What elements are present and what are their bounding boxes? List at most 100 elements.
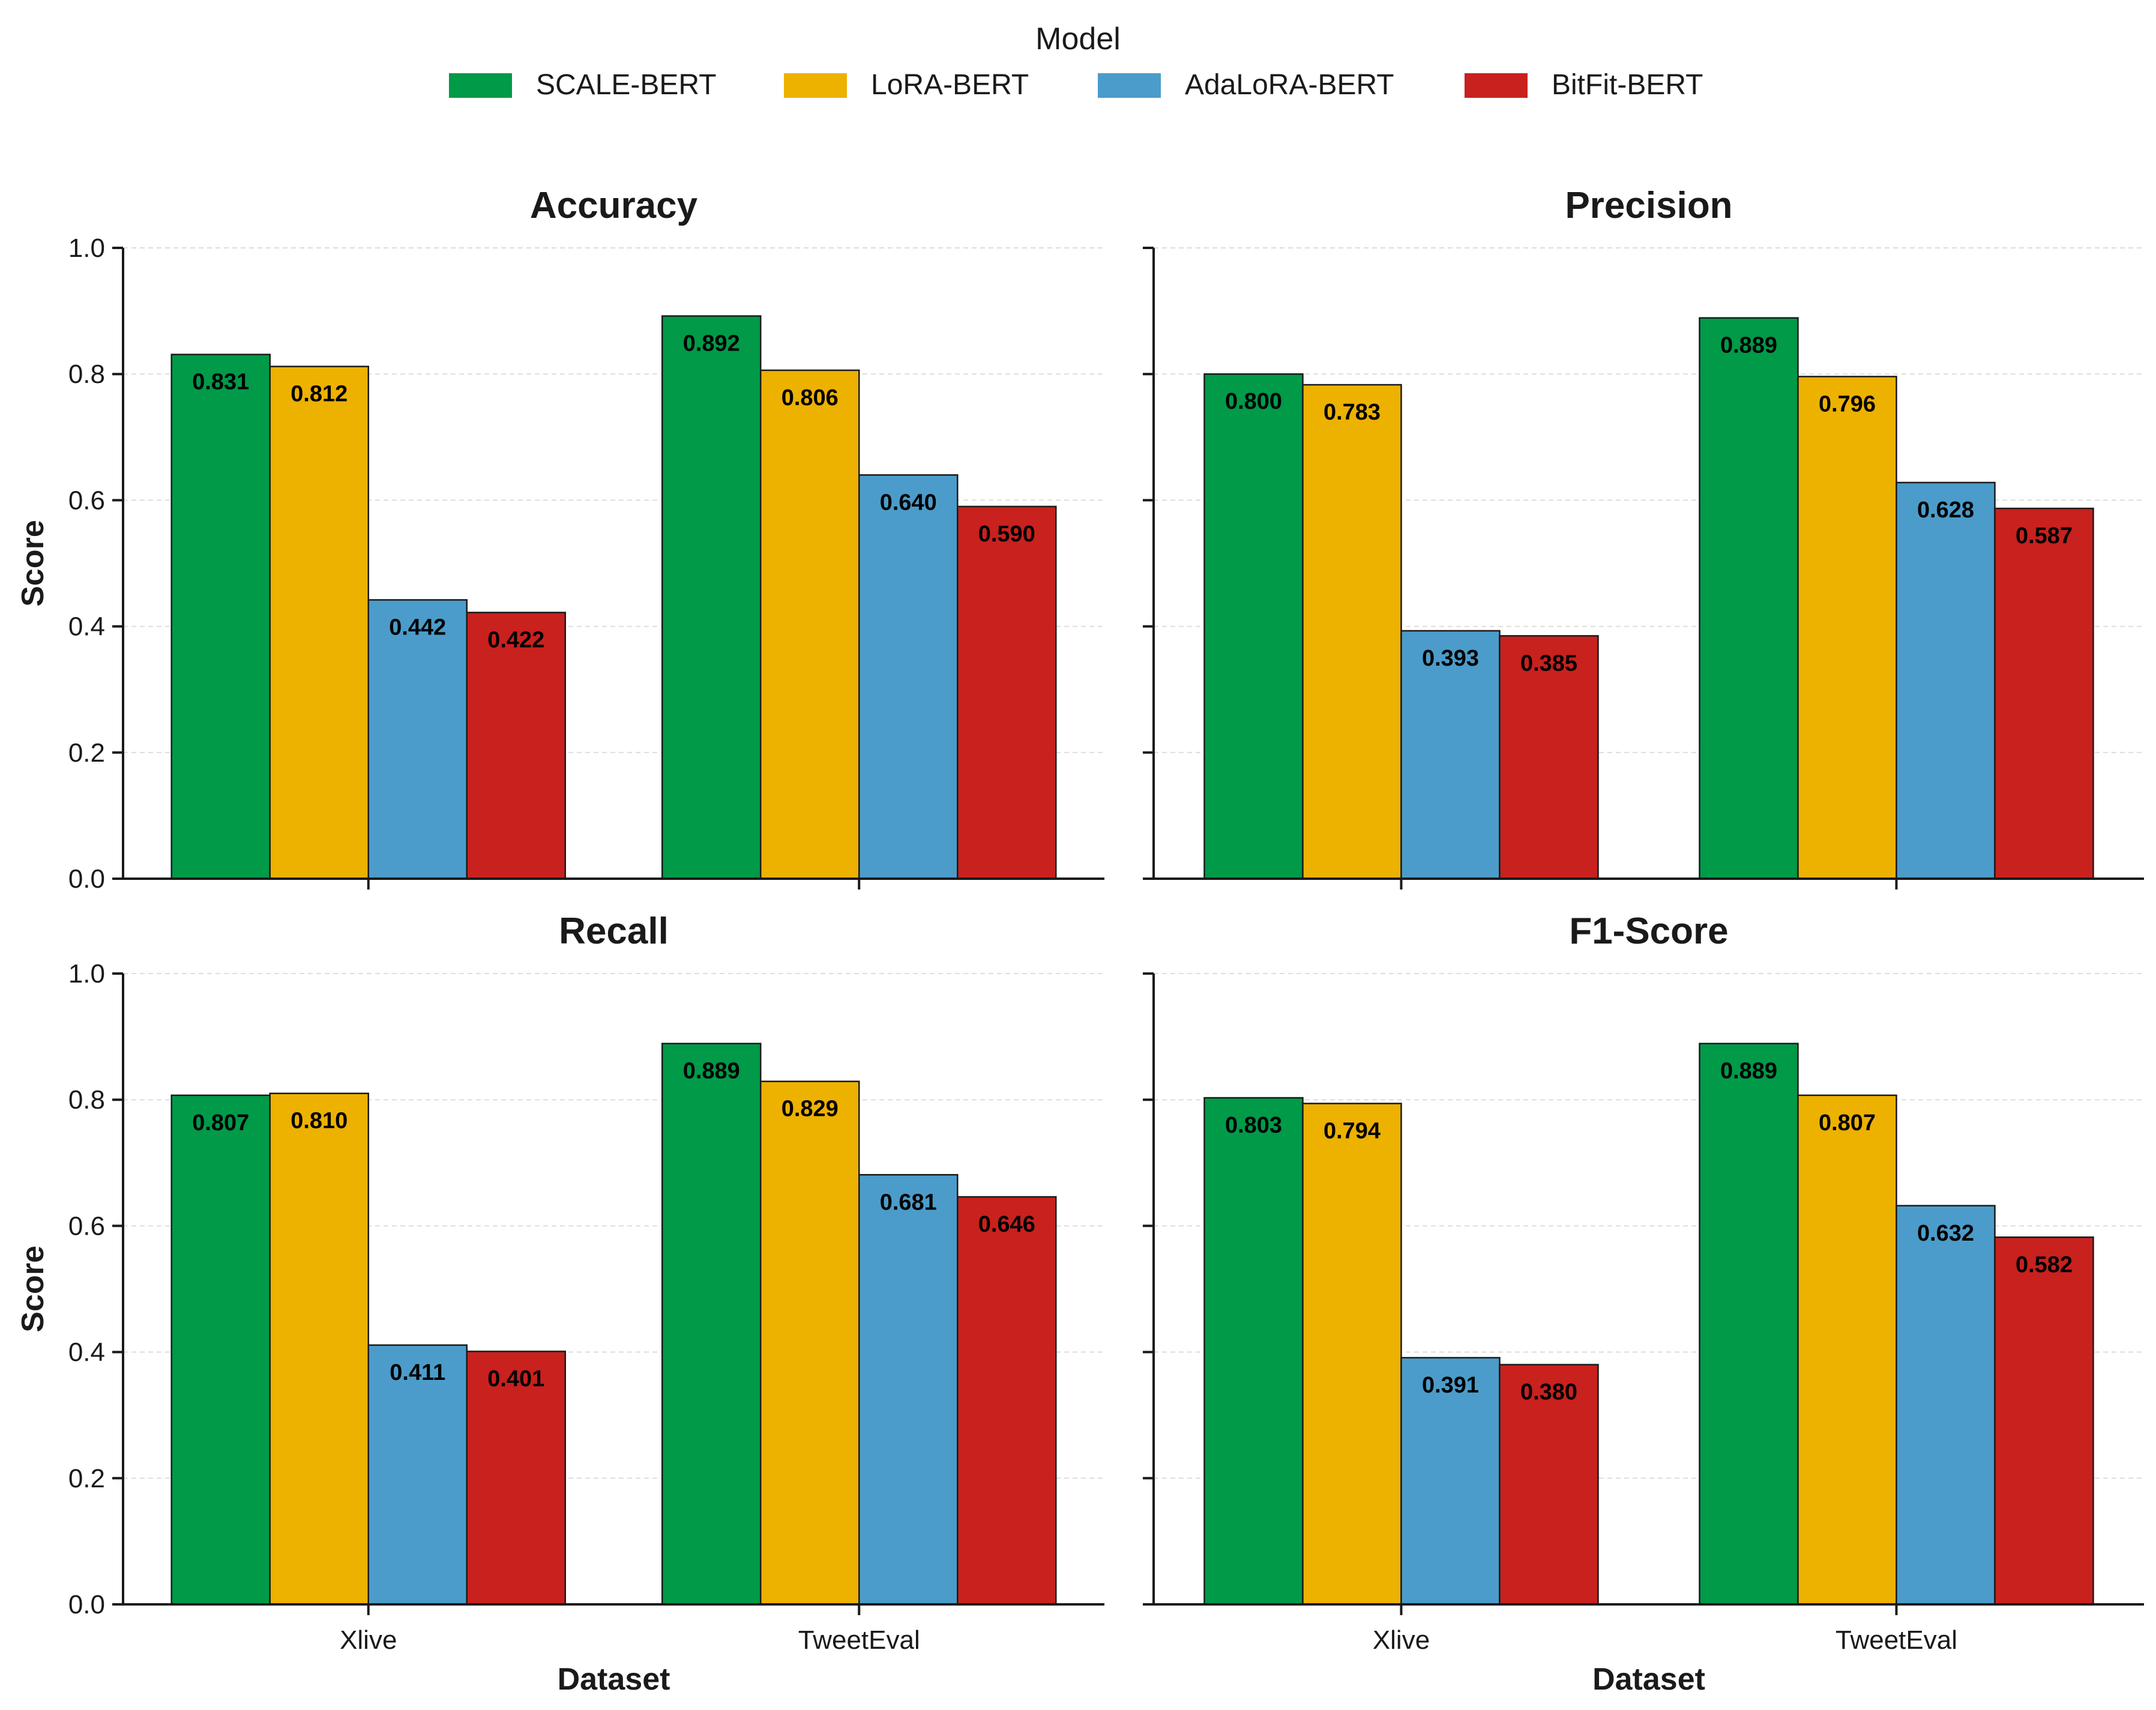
y-tick-label: 0.4 — [68, 1338, 105, 1367]
bar-scale-bert-xlive — [170, 1094, 271, 1606]
x-axis-title: Dataset — [558, 1662, 670, 1697]
bar-lora-bert-tweeteval — [1797, 1094, 1897, 1606]
bar-value-label: 0.393 — [1422, 646, 1479, 671]
bar-value-label: 0.812 — [291, 382, 348, 407]
legend-swatch — [1465, 73, 1528, 98]
y-tick-label: 0.6 — [68, 1211, 105, 1241]
bar-value-label: 0.646 — [978, 1212, 1035, 1237]
bar-value-label: 0.640 — [880, 490, 937, 515]
bar-bitfit-bert-tweeteval — [957, 1196, 1057, 1606]
legend-label: AdaLoRA-BERT — [1185, 69, 1394, 101]
y-tick-label: 1.0 — [68, 959, 105, 989]
legend: Model SCALE-BERT LoRA-BERT AdaLoRA-BERT Bit… — [449, 22, 1703, 101]
legend-swatch — [784, 73, 847, 98]
bar-value-label: 0.582 — [2016, 1252, 2073, 1277]
legend-title: Model — [1035, 22, 1121, 56]
y-tick-label: 1.0 — [68, 233, 105, 263]
legend-label: LoRA-BERT — [871, 69, 1029, 101]
bar-value-label: 0.807 — [1819, 1110, 1876, 1136]
bar-bitfit-bert-xlive — [466, 612, 566, 880]
panel-accuracy: 0.0 0.2 0.4 0.6 0.8 1.0 0.831 0.892 0.812 0.806 0.… — [16, 185, 1104, 894]
bar-bitfit-bert-tweeteval — [1994, 507, 2094, 880]
bar-adalora-bert-tweeteval — [858, 474, 959, 880]
bar-lora-bert-xlive — [269, 1092, 369, 1606]
bar-scale-bert-tweeteval — [661, 315, 762, 880]
y-axis-title: Score — [16, 520, 50, 607]
bar-adalora-bert-xlive — [367, 1344, 468, 1606]
bar-scale-bert-xlive — [1203, 373, 1304, 880]
legend-item-bitfit-bert: BitFit-BERT — [1465, 69, 1703, 101]
bar-scale-bert-tweeteval — [1699, 317, 1799, 880]
legend-item-scale-bert: SCALE-BERT — [449, 69, 717, 101]
bar-adalora-bert-tweeteval — [1896, 481, 1996, 880]
bar-value-label: 0.889 — [1720, 1059, 1777, 1084]
bar-value-label: 0.590 — [978, 522, 1035, 547]
bar-lora-bert-tweeteval — [1797, 376, 1897, 880]
panel-title: Recall — [559, 911, 669, 952]
bar-value-label: 0.385 — [1520, 651, 1577, 676]
y-tick-label: 0.4 — [68, 612, 105, 642]
y-tick-label: 0.2 — [68, 1464, 105, 1493]
bar-value-label: 0.380 — [1520, 1380, 1577, 1405]
panel-title: Accuracy — [530, 185, 698, 226]
bar-value-label: 0.794 — [1323, 1119, 1381, 1144]
x-tick-label: TweetEval — [798, 1625, 920, 1655]
bar-value-label: 0.810 — [291, 1109, 348, 1134]
bar-value-label: 0.800 — [1225, 389, 1282, 414]
bar-lora-bert-xlive — [1302, 1103, 1402, 1606]
legend-swatch — [1098, 73, 1161, 98]
bar-adalora-bert-xlive — [367, 599, 468, 880]
y-tick-label: 0.0 — [68, 864, 105, 894]
bar-lora-bert-xlive — [269, 366, 369, 880]
bar-value-label: 0.422 — [487, 627, 544, 652]
y-tick-label: 0.2 — [68, 738, 105, 768]
bar-value-label: 0.401 — [487, 1367, 544, 1392]
bar-value-label: 0.632 — [1917, 1221, 1974, 1246]
y-tick-label: 0.6 — [68, 486, 105, 515]
x-tick-label: TweetEval — [1835, 1625, 1957, 1655]
bar-scale-bert-xlive — [170, 354, 271, 880]
y-tick-label: 0.0 — [68, 1590, 105, 1619]
bar-bitfit-bert-xlive — [466, 1350, 566, 1606]
bar-value-label: 0.587 — [2016, 523, 2073, 549]
bar-value-label: 0.807 — [192, 1110, 249, 1136]
bar-adalora-bert-tweeteval — [1896, 1205, 1996, 1606]
panel-title: F1-Score — [1569, 911, 1728, 952]
bar-scale-bert-tweeteval — [661, 1043, 762, 1606]
bar-adalora-bert-tweeteval — [858, 1174, 959, 1606]
y-tick-label: 0.8 — [68, 360, 105, 389]
bar-value-label: 0.806 — [781, 385, 839, 411]
bar-bitfit-bert-xlive — [1499, 1364, 1599, 1606]
legend-item-adalora-bert: AdaLoRA-BERT — [1098, 69, 1394, 101]
bar-value-label: 0.831 — [192, 370, 249, 395]
bar-value-label: 0.829 — [781, 1097, 839, 1122]
bar-value-label: 0.889 — [683, 1059, 740, 1084]
bar-scale-bert-xlive — [1203, 1097, 1304, 1606]
panel-f1-score: 0.803 0.889 0.794 0.807 0.391 0.632 0.380 0.582… — [1143, 911, 2144, 1697]
bar-value-label: 0.803 — [1225, 1113, 1282, 1138]
bar-value-label: 0.391 — [1422, 1373, 1479, 1398]
panel-recall: 0.0 0.2 0.4 0.6 0.8 1.0 0.807 0.889 0.810 0.829 0.… — [16, 911, 1104, 1697]
bar-value-label: 0.783 — [1323, 400, 1381, 425]
legend-label: BitFit-BERT — [1552, 69, 1703, 101]
bar-value-label: 0.796 — [1819, 391, 1876, 417]
y-axis-title: Score — [16, 1245, 50, 1332]
y-tick-label: 0.8 — [68, 1085, 105, 1115]
bar-lora-bert-xlive — [1302, 384, 1402, 880]
x-axis-title: Dataset — [1592, 1662, 1705, 1697]
bar-bitfit-bert-tweeteval — [1994, 1236, 2094, 1606]
bar-lora-bert-tweeteval — [760, 369, 860, 880]
legend-swatch — [449, 73, 512, 98]
bar-bitfit-bert-tweeteval — [957, 505, 1057, 880]
legend-item-lora-bert: LoRA-BERT — [784, 69, 1029, 101]
x-tick-label: Xlive — [340, 1625, 397, 1655]
bar-value-label: 0.442 — [389, 615, 446, 640]
legend-label: SCALE-BERT — [536, 69, 717, 101]
panel-precision: 0.800 0.889 0.783 0.796 0.393 0.628 0.385 0.587… — [1143, 185, 2144, 890]
panel-title: Precision — [1565, 185, 1732, 226]
bar-bitfit-bert-xlive — [1499, 635, 1599, 880]
bar-value-label: 0.411 — [390, 1360, 445, 1385]
bar-scale-bert-tweeteval — [1699, 1043, 1799, 1606]
bar-value-label: 0.892 — [683, 331, 740, 357]
